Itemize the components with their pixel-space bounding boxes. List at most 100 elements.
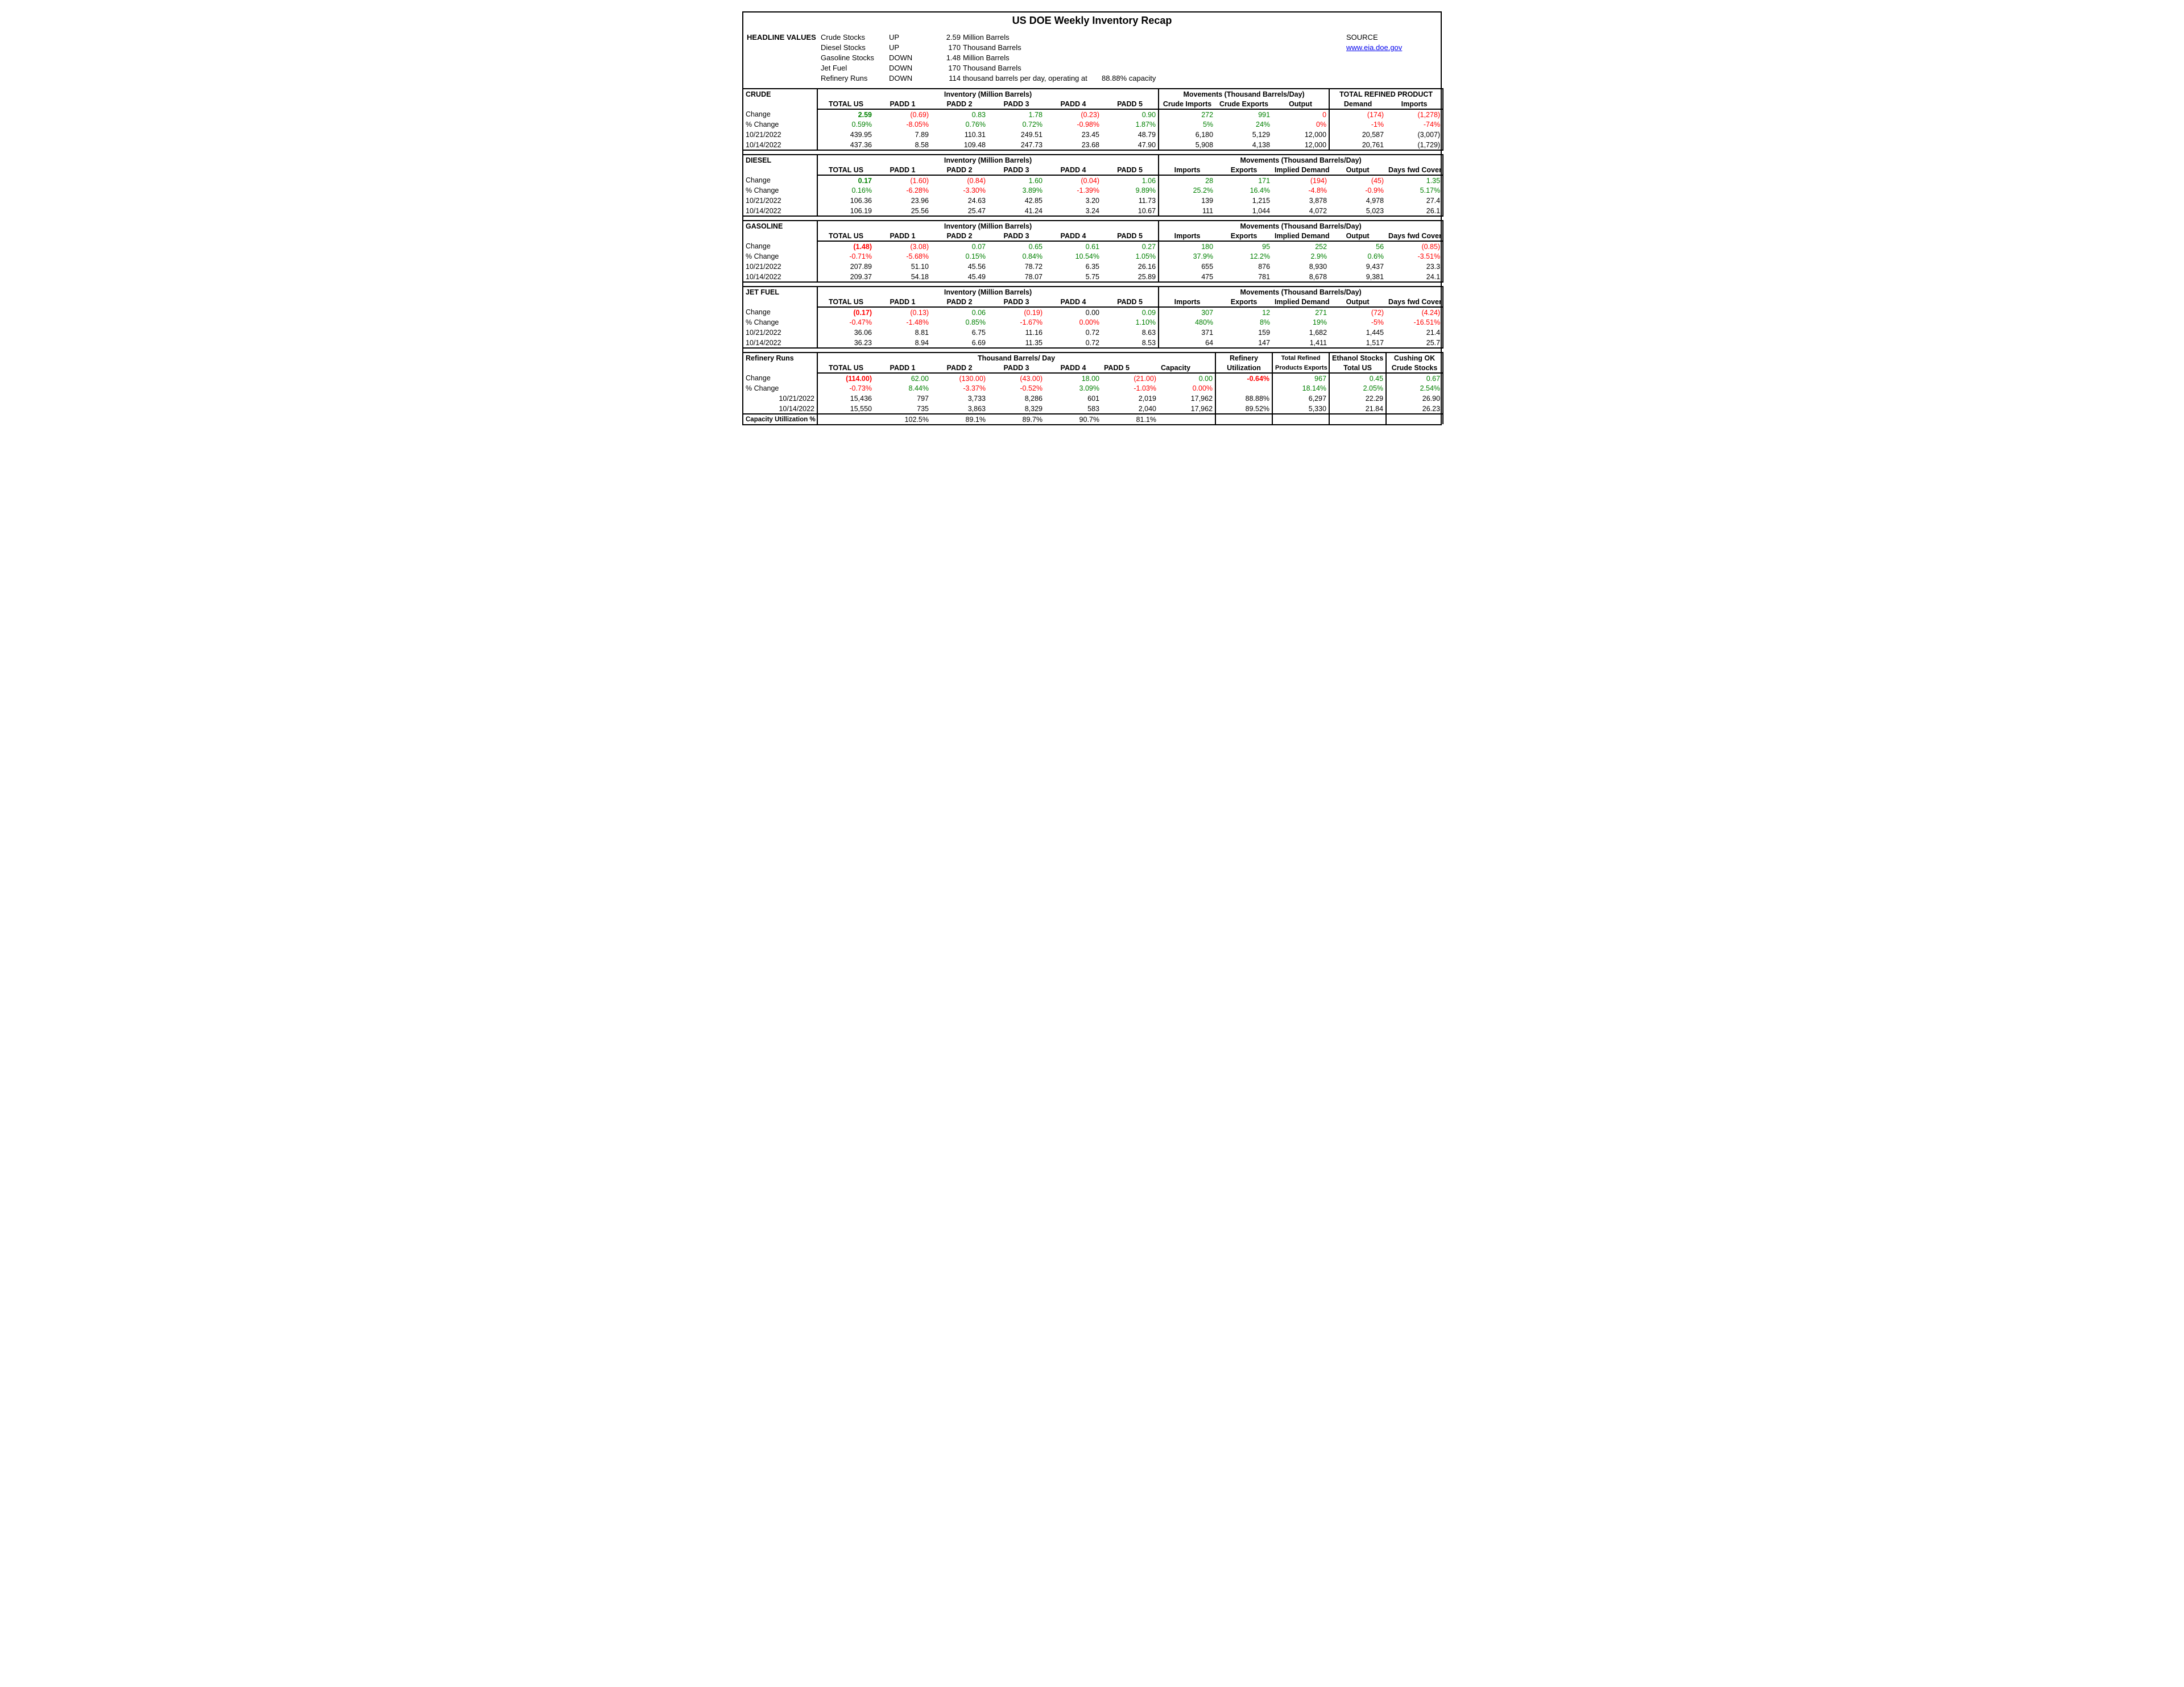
data-cell: (1.60) — [874, 175, 931, 185]
data-cell: 78.07 — [988, 272, 1045, 282]
col-hdr: Exports — [1215, 165, 1272, 175]
data-cell: 90.7% — [1045, 414, 1102, 424]
data-cell: -1.39% — [1045, 185, 1102, 196]
data-cell: 0.17 — [817, 175, 874, 185]
row-label: Change — [743, 109, 817, 119]
data-cell — [1215, 414, 1272, 424]
data-cell: 25.2% — [1159, 185, 1215, 196]
data-cell: 106.36 — [817, 196, 874, 206]
data-cell: 110.31 — [931, 130, 988, 140]
data-cell: 6.75 — [931, 328, 988, 338]
refinery-lbl: Refinery — [1215, 353, 1272, 363]
crude-table: CRUDE Inventory (Million Barrels) Moveme… — [743, 88, 1443, 151]
data-cell: (21.00) — [1102, 373, 1159, 383]
row-label: 10/14/2022 — [743, 140, 817, 150]
col-hdr: PADD 4 — [1045, 231, 1102, 241]
data-cell: 28 — [1159, 175, 1215, 185]
row-label: Change — [743, 241, 817, 251]
data-cell: 6,180 — [1159, 130, 1215, 140]
section-name: DIESEL — [743, 155, 817, 165]
date2-row: 10/14/202215,5507353,8638,3295832,04017,… — [743, 404, 1443, 414]
data-cell: (0.17) — [817, 307, 874, 317]
date1-row: 10/21/2022207.8951.1045.5678.726.3526.16… — [743, 262, 1443, 272]
data-cell: (72) — [1329, 307, 1386, 317]
data-cell: 24% — [1215, 119, 1272, 130]
inv-header: Inventory (Million Barrels) — [817, 287, 1159, 297]
data-cell: 1.06 — [1102, 175, 1159, 185]
headline-block: HEADLINE VALUES Crude Stocks Diesel Stoc… — [743, 32, 1441, 88]
data-cell: -0.9% — [1329, 185, 1386, 196]
data-cell: 5.17% — [1386, 185, 1443, 196]
col-hdr: PADD 1 — [874, 165, 931, 175]
data-cell: 88.88% — [1215, 393, 1272, 404]
data-cell: 0.72% — [988, 119, 1045, 130]
col-hdr: Implied Demand — [1272, 231, 1329, 241]
data-cell: 0.76% — [931, 119, 988, 130]
data-cell: 8.58 — [874, 140, 931, 150]
inv-header: Inventory (Million Barrels) — [817, 89, 1159, 99]
col-hdr: Crude Imports — [1159, 99, 1215, 109]
data-cell: 36.23 — [817, 338, 874, 348]
row-label: 10/21/2022 — [743, 196, 817, 206]
data-cell: 37.9% — [1159, 251, 1215, 262]
data-cell: -3.30% — [931, 185, 988, 196]
change-row: Change0.17(1.60)(0.84)1.60(0.04)1.062817… — [743, 175, 1443, 185]
jetfuel-table: JET FUEL Inventory (Million Barrels) Mov… — [743, 286, 1443, 349]
data-cell: (0.19) — [988, 307, 1045, 317]
data-cell: 735 — [874, 404, 931, 414]
data-cell: 171 — [1215, 175, 1272, 185]
data-cell: (130.00) — [931, 373, 988, 383]
data-cell: -0.71% — [817, 251, 874, 262]
col-hdr: PADD 4 — [1045, 363, 1102, 373]
data-cell: 3.20 — [1045, 196, 1102, 206]
data-cell: 25.47 — [931, 206, 988, 216]
pct-row: % Change0.59%-8.05%0.76%0.72%-0.98%1.87%… — [743, 119, 1443, 130]
cush-lbl2: Crude Stocks — [1386, 363, 1443, 373]
data-cell: 1,517 — [1329, 338, 1386, 348]
date1-row: 10/21/202236.068.816.7511.160.728.633711… — [743, 328, 1443, 338]
data-cell — [817, 414, 874, 424]
data-cell: 991 — [1215, 109, 1272, 119]
data-cell: (45) — [1329, 175, 1386, 185]
data-cell: 8,286 — [988, 393, 1045, 404]
data-cell: 5,023 — [1329, 206, 1386, 216]
row-label: Capacity Utillization % — [743, 414, 817, 424]
data-cell — [1215, 383, 1272, 393]
headline-vals: 2.59 170 1.48 170 114 — [940, 32, 963, 84]
data-cell: 8.81 — [874, 328, 931, 338]
data-cell: 109.48 — [931, 140, 988, 150]
col-hdr: PADD 3 — [988, 231, 1045, 241]
data-cell: 252 — [1272, 241, 1329, 251]
row-label: Change — [743, 307, 817, 317]
data-cell: 7.89 — [874, 130, 931, 140]
data-cell: 42.85 — [988, 196, 1045, 206]
data-cell: (3,007) — [1386, 130, 1443, 140]
col-hdr: Imports — [1386, 99, 1443, 109]
hv-item: Crude Stocks — [821, 32, 889, 43]
data-cell: 249.51 — [988, 130, 1045, 140]
data-cell: 0.90 — [1102, 109, 1159, 119]
data-cell: 583 — [1045, 404, 1102, 414]
data-cell: (114.00) — [817, 373, 874, 383]
col-hdr: PADD 1 — [874, 297, 931, 307]
trp-header: TOTAL REFINED PRODUCT — [1329, 89, 1443, 99]
data-cell: 5,908 — [1159, 140, 1215, 150]
data-cell: 247.73 — [988, 140, 1045, 150]
data-cell: 0.72 — [1045, 338, 1102, 348]
change-row: Change2.59(0.69)0.831.78(0.23)0.90272991… — [743, 109, 1443, 119]
data-cell: 0.59% — [817, 119, 874, 130]
data-cell: 209.37 — [817, 272, 874, 282]
trpe-lbl2: Products Exports — [1272, 363, 1329, 373]
data-cell: 0.00% — [1159, 383, 1215, 393]
data-cell: -1% — [1329, 119, 1386, 130]
data-cell: 1.78 — [988, 109, 1045, 119]
gasoline-table: GASOLINE Inventory (Million Barrels) Mov… — [743, 220, 1443, 283]
source-link[interactable]: www.eia.doe.gov — [1346, 43, 1402, 52]
inv-header: Inventory (Million Barrels) — [817, 221, 1159, 231]
col-hdr: PADD 3 — [988, 99, 1045, 109]
hv-val: 170 — [940, 43, 961, 53]
data-cell: 106.19 — [817, 206, 874, 216]
row-label: 10/14/2022 — [743, 272, 817, 282]
col-header-row: TOTAL US PADD 1 PADD 2 PADD 3 PADD 4 PAD… — [743, 165, 1443, 175]
data-cell: 0% — [1272, 119, 1329, 130]
